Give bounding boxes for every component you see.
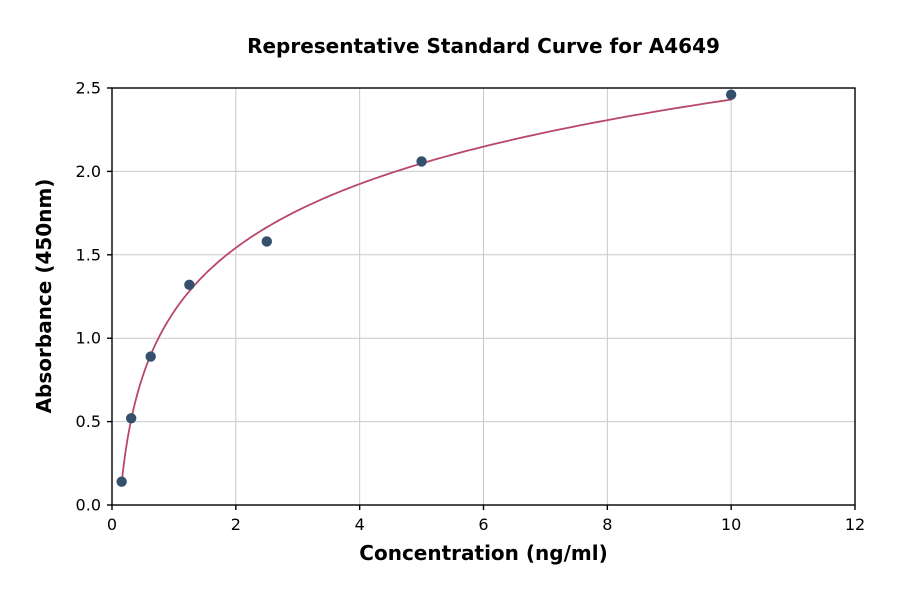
data-point: [184, 279, 195, 291]
x-tick-label: 6: [478, 515, 488, 534]
y-axis-label: Absorbance (450nm): [32, 178, 56, 414]
y-tick-label: 1.5: [76, 245, 101, 264]
data-point: [725, 89, 737, 100]
data-point: [116, 476, 127, 487]
data-point: [261, 236, 272, 247]
data-point: [145, 351, 156, 362]
chart-title: Representative Standard Curve for A4649: [247, 34, 720, 58]
x-axis-label: Concentration (ng/ml): [359, 541, 608, 565]
y-tick-label: 0.0: [76, 496, 101, 515]
y-tick-label: 2.5: [76, 79, 101, 98]
x-tick-label: 2: [231, 515, 241, 534]
x-tick-label: 0: [107, 515, 117, 534]
x-tick-label: 8: [602, 515, 612, 534]
x-tick-label: 10: [721, 515, 741, 534]
y-tick-label: 0.5: [76, 412, 101, 431]
x-tick-label: 4: [355, 515, 365, 534]
fit-curve: [120, 98, 733, 484]
y-tick-label: 1.0: [76, 329, 101, 348]
x-tick-label: 12: [845, 515, 865, 534]
data-point: [416, 156, 427, 167]
y-tick-label: 2.0: [76, 162, 101, 181]
data-point: [125, 413, 137, 424]
